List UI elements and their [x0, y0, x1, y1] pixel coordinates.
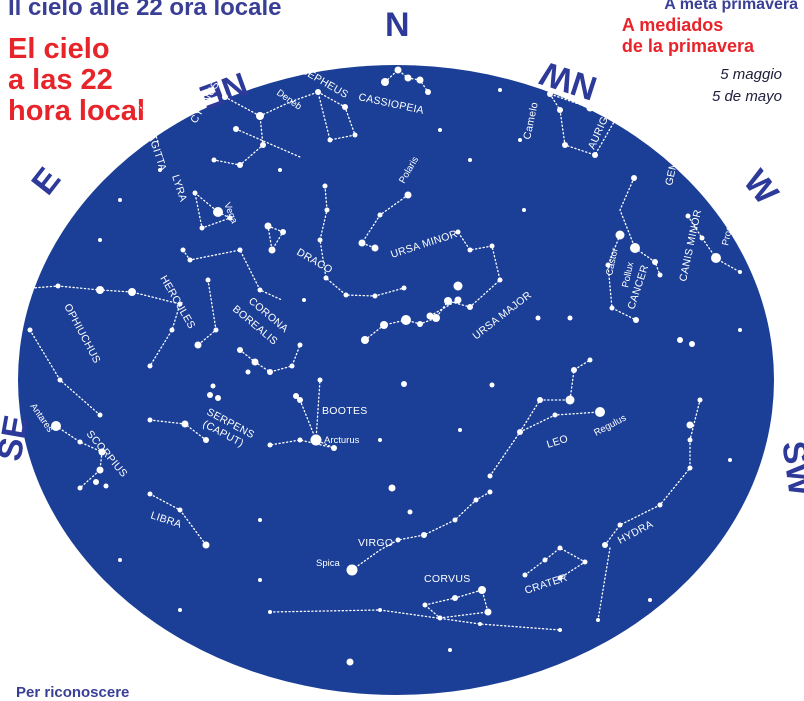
label-pollux: Pollux: [620, 261, 636, 289]
compass-sw: SW: [774, 439, 804, 499]
star-procyon: [711, 253, 721, 263]
label-virgo: VIRGO: [358, 537, 393, 549]
date-italian: 5 maggio: [720, 66, 782, 83]
compass-w: W: [736, 163, 786, 212]
compass-n: N: [385, 6, 410, 44]
season-spanish-line-1: A mediados: [621, 15, 724, 35]
star-regulus: [595, 407, 605, 417]
star-castor: [615, 230, 625, 240]
title-spanish: El cielo a las 22 hora local: [8, 34, 145, 127]
star-vega: [213, 207, 223, 217]
star-polaris: [404, 191, 412, 199]
title-spanish-line-1: El cielo: [8, 33, 110, 65]
sky-disc: [18, 65, 774, 695]
label-spica: Spica: [316, 558, 340, 569]
date-spanish: 5 de mayo: [711, 88, 782, 105]
star-pollux: [630, 243, 640, 253]
label-arcturus: Arcturus: [324, 435, 360, 446]
season-spanish-line-2: de la primavera: [621, 36, 754, 56]
stars: [17, 66, 742, 666]
footer-text: Per riconoscere: [16, 684, 130, 701]
label-procyon: Procyon: [720, 210, 738, 246]
title-spanish-line-2: a las 22: [8, 64, 113, 96]
star-arcturus: [310, 434, 322, 446]
label-bootes: BOOTES: [322, 405, 368, 417]
title-italian: Il cielo alle 22 ora locale: [8, 0, 282, 21]
compass-e: E: [24, 161, 68, 202]
star-deneb: [256, 112, 264, 120]
star-spica: [346, 564, 358, 576]
season-italian: A metà primavera: [664, 0, 798, 13]
season-spanish: A mediados de la primavera: [622, 15, 754, 57]
star-antares: [51, 421, 61, 431]
label-corvus: CORVUS: [424, 573, 471, 585]
title-spanish-line-3: hora local: [8, 95, 145, 127]
constellation-lines: [19, 69, 741, 631]
